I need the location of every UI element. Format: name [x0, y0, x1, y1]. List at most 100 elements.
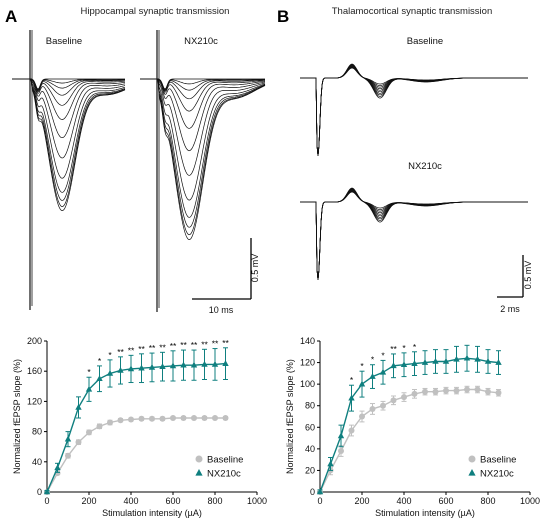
panel-a-chart-baseline-point [86, 429, 92, 436]
panel-b-chart-baseline-point [464, 386, 470, 393]
panel-a-chart-y-tick-label: 0 [37, 487, 42, 497]
panel-b-nx210c-trace [300, 187, 528, 281]
panel-b-chart-baseline-point [369, 405, 376, 412]
panel-a-title: Hippocampal synaptic transmission [81, 6, 230, 17]
panel-b-nx210c-trace [300, 188, 528, 281]
panel-b-chart-baseline-point [422, 388, 428, 395]
panel-a-chart-nx210c-point [106, 369, 114, 376]
panel-b-chart-nx210c-point [453, 355, 460, 362]
panel-b-chart-x-axis-label: Stimulation intensity (µA) [375, 508, 475, 518]
panel-a-scale-x-label: 10 ms [209, 305, 234, 315]
panel-a-chart-significance-mark: ** [149, 343, 156, 353]
panel-b-chart-baseline-point [432, 388, 439, 395]
panel-a-baseline-trace [12, 78, 126, 139]
panel-a-chart-significance-mark: ** [212, 339, 219, 349]
panel-b-chart-baseline-point [338, 448, 344, 455]
panel-b-chart-legend-baseline-marker [468, 455, 476, 463]
panel-a-baseline-label: Baseline [46, 36, 82, 47]
panel-a-baseline-trace [12, 78, 126, 201]
panel-a-nx210c-trace [140, 78, 266, 112]
panel-a-chart-baseline-point [180, 415, 187, 422]
panel-a-chart-legend-nx210c-label: NX210c [207, 469, 241, 480]
panel-a-chart-nx210c-point [85, 385, 93, 392]
panel-a-nx210c-trace [140, 78, 266, 240]
panel-a-chart-nx210c-point [54, 464, 61, 471]
panel-a-chart-nx210c-point [117, 366, 124, 373]
panel-b-chart-baseline-point [348, 427, 355, 434]
panel-b-chart-y-tick-label: 60 [305, 422, 315, 432]
panel-a-chart-y-tick-label: 120 [27, 396, 42, 406]
panel-a-chart-x-tick-label: 200 [81, 496, 96, 506]
panel-a-chart-baseline-point [170, 415, 176, 422]
panel-a-chart-baseline-line [46, 417, 226, 493]
panel-b-chart-baseline-point [485, 388, 491, 395]
panel-b-chart-x-tick-label: 1000 [520, 496, 540, 506]
panel-b-chart-nx210c-point [379, 368, 387, 375]
panel-b-chart-legend-nx210c-marker [468, 469, 476, 476]
panel-a-chart-nx210c-point [138, 364, 145, 371]
panel-a-chart-baseline-point [191, 415, 197, 422]
panel-b-chart-significance-mark: * [402, 343, 406, 353]
panel-b-baseline-label: Baseline [407, 36, 443, 47]
panel-a-chart-legend-baseline-label: Baseline [207, 455, 243, 466]
panel-a-nx210c-traces [140, 30, 266, 312]
panel-a-baseline-trace [12, 78, 126, 120]
panel-b-scale-bar: 0.5 mV 2 ms [497, 255, 533, 314]
panel-a-chart-nx210c-point [43, 488, 51, 495]
panel-a-nx210c-trace [140, 78, 266, 236]
panel-b-chart-significance-mark: ** [390, 344, 397, 354]
panel-a-stimulation-chart: 0 200 400 600 800 1000 0 40 80 120 160 200 Stimulati… [12, 336, 267, 518]
panel-a-nx210c-trace [140, 78, 266, 129]
panel-b-chart-nx210c-point [358, 380, 366, 387]
panel-a-baseline-trace [12, 78, 126, 193]
panel-a-chart-nx210c-point [64, 435, 72, 442]
panel-a-nx210c-trace [140, 78, 266, 176]
panel-b-chart-nx210c-point [484, 357, 492, 364]
panel-b-chart-x-tick-label: 200 [354, 496, 369, 506]
panel-a-chart-significance-mark: ** [170, 341, 177, 351]
panel-a-nx210c-trace [140, 78, 266, 218]
panel-b-chart-nx210c-point [337, 432, 345, 439]
panel-b-scale-y-label: 0.5 mV [523, 261, 533, 290]
panel-b-chart-nx210c-point [369, 373, 376, 379]
panel-b-chart-nx210c-point [411, 360, 418, 366]
panel-b-chart-nx210c-point [348, 394, 355, 401]
panel-b-chart-nx210c-point [432, 357, 439, 364]
panel-a-chart-nx210c-point [148, 363, 156, 370]
panel-a-chart-y-tick-label: 40 [32, 457, 42, 467]
panel-b-chart-legend-nx210c-label: NX210c [480, 469, 514, 480]
panel-a-chart-nx210c-point [190, 361, 198, 368]
panel-a-chart-y-tick-label: 160 [27, 366, 42, 376]
panel-b-chart-significance-mark: * [350, 375, 354, 385]
panel-a-chart-nx210c-point [159, 363, 166, 369]
panel-b-chart-nx210c-point [495, 359, 502, 365]
panel-a-nx210c-trace [140, 78, 266, 201]
panel-b-chart-x-tick-label: 800 [480, 496, 495, 506]
panel-a-scale-y-label: 0.5 mV [250, 254, 260, 283]
panel-b-chart-nx210c-point [327, 460, 334, 467]
panel-a-chart-y-tick-label: 200 [27, 336, 42, 346]
panel-a-chart-nx210c-point [222, 360, 229, 366]
panel-b-chart-baseline-point [390, 397, 397, 404]
panel-b-baseline-trace [300, 64, 528, 157]
panel-a-chart-baseline-point [149, 415, 155, 422]
panel-a-chart-nx210c-point [127, 365, 135, 372]
panel-a-chart-baseline-point [96, 423, 103, 430]
panel-a-chart-significance-mark: ** [138, 344, 145, 354]
panel-a-chart-baseline-point [222, 415, 229, 422]
panel-b-chart-baseline-point [495, 389, 502, 396]
panel-b-chart-nx210c-point [421, 359, 429, 365]
panel-b-chart-x-tick-label: 600 [438, 496, 453, 506]
panel-b-chart-x-tick-label: 400 [396, 496, 411, 506]
panel-b-chart-significance-mark: * [360, 361, 364, 371]
panel-a-chart-nx210c-point [180, 361, 187, 368]
panel-b-baseline-traces [300, 63, 528, 157]
panel-a-nx210c-label: NX210c [184, 36, 218, 47]
panel-a-chart-baseline-point [75, 439, 82, 446]
panel-b-baseline-trace [300, 64, 528, 157]
panel-a-baseline-trace [12, 78, 126, 211]
panel-a-chart-baseline-point [65, 452, 71, 459]
panel-b-chart-nx210c-point [316, 488, 324, 495]
panel-b-chart-baseline-point [401, 394, 407, 401]
panel-a-chart-baseline-point [159, 415, 166, 422]
